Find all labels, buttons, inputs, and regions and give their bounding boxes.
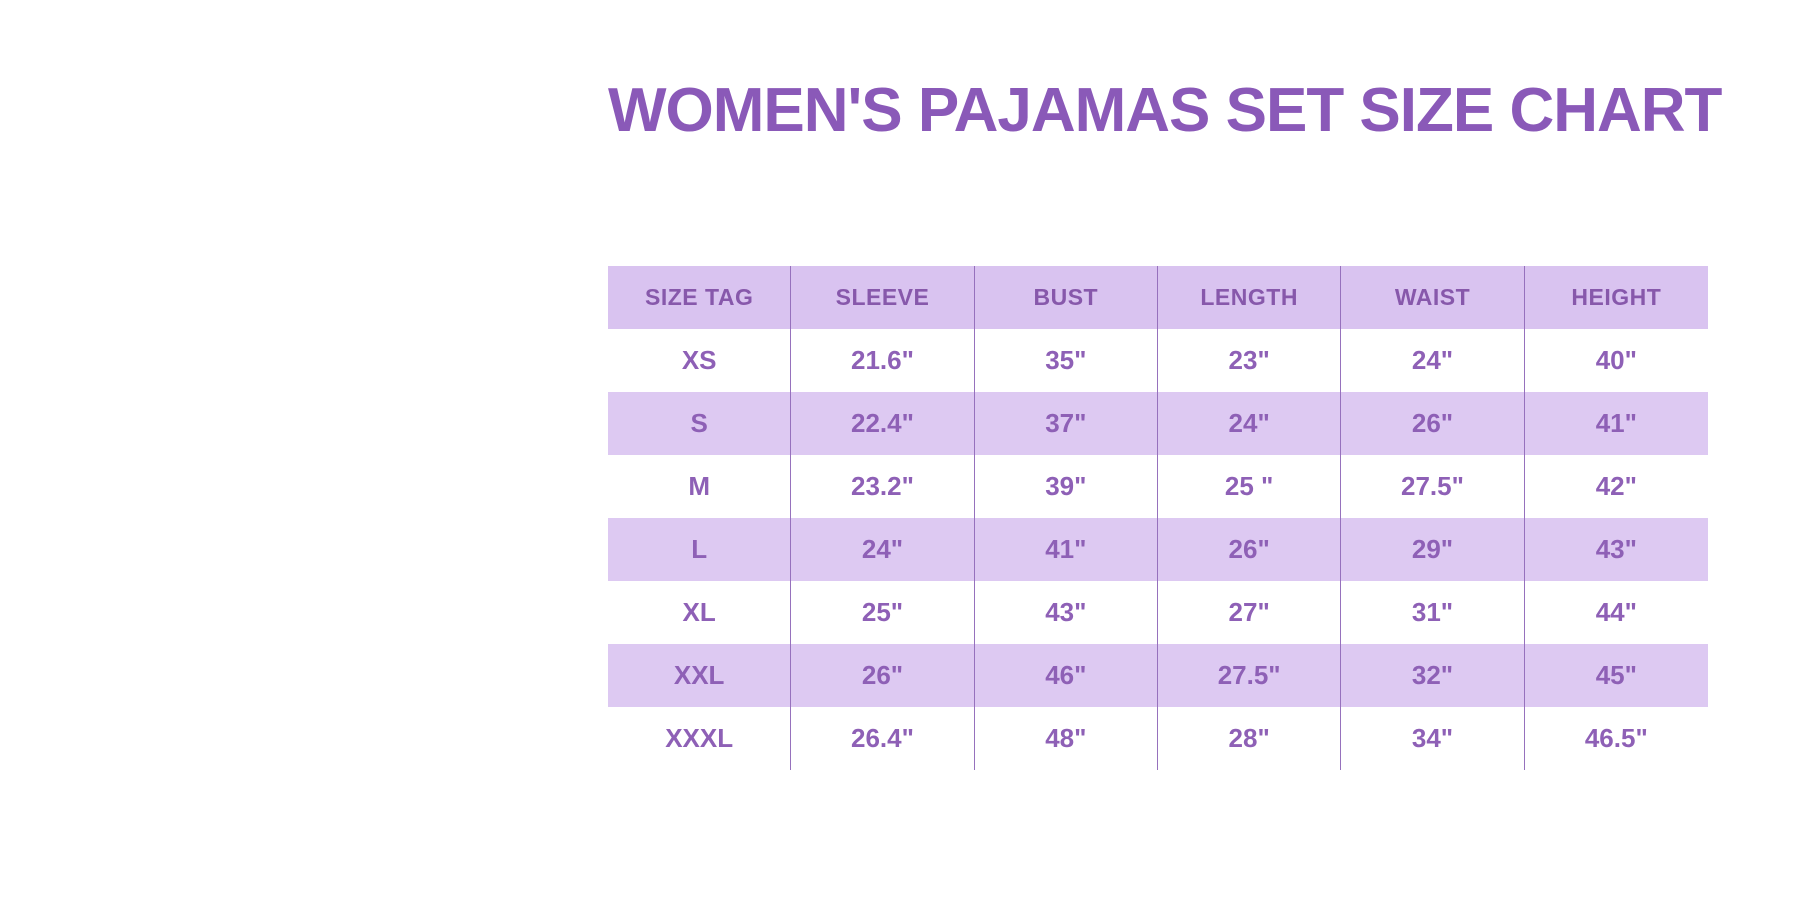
cell-sleeve: 26" [791,644,975,707]
cell-length: 27.5" [1158,644,1342,707]
cell-size-tag: M [608,455,792,518]
cell-waist: 24" [1341,329,1525,392]
cell-height: 41" [1595,408,1637,438]
cell-waist: 34" [1341,707,1525,770]
cell-bust: 37" [975,392,1158,455]
cell-size-tag: XXL [608,644,792,707]
column-header-waist: WAIST [1341,266,1525,329]
cell-waist: 26" [1341,392,1525,455]
table-row-m: M 23.2" 39" 25 " 27.5" 42" [608,455,1708,518]
cell-sleeve: 23.2" [791,455,975,518]
size-chart-table: SIZE TAG SLEEVE BUST LENGTH WAIST HEIGHT… [608,266,1708,770]
cell-bust: 35" [975,329,1158,392]
cell-size-tag: XL [608,581,792,644]
table-row-xs: XS 21.6" 35" 23" 24" 40" [608,329,1708,392]
column-header-height: HEIGHT [1571,284,1662,310]
cell-sleeve: 21.6" [791,329,975,392]
cell-waist: 29" [1341,518,1525,581]
cell-length: 26" [1158,518,1342,581]
cell-height: 42" [1595,471,1637,501]
cell-height: 44" [1595,597,1637,627]
cell-bust: 41" [975,518,1158,581]
cell-length: 27" [1158,581,1342,644]
cell-size-tag: L [608,518,792,581]
cell-sleeve: 25" [791,581,975,644]
cell-height: 40" [1595,345,1637,375]
cell-bust: 48" [975,707,1158,770]
cell-length: 23" [1158,329,1342,392]
cell-height: 43" [1595,534,1637,564]
column-header-size-tag: SIZE TAG [608,266,792,329]
cell-length: 25 " [1158,455,1342,518]
cell-waist: 32" [1341,644,1525,707]
cell-sleeve: 26.4" [791,707,975,770]
cell-size-tag: S [608,392,792,455]
table-row-xxxl: XXXL 26.4" 48" 28" 34" 46.5" [608,707,1708,770]
cell-sleeve: 22.4" [791,392,975,455]
cell-bust: 46" [975,644,1158,707]
table-row-xxl: XXL 26" 46" 27.5" 32" 45" [608,644,1708,707]
cell-length: 28" [1158,707,1342,770]
cell-sleeve: 24" [791,518,975,581]
column-header-bust: BUST [975,266,1158,329]
cell-waist: 27.5" [1341,455,1525,518]
table-row-l: L 24" 41" 26" 29" 43" [608,518,1708,581]
cell-size-tag: XXXL [608,707,792,770]
table-row-xl: XL 25" 43" 27" 31" 44" [608,581,1708,644]
cell-height: 46.5" [1584,723,1648,753]
cell-bust: 43" [975,581,1158,644]
cell-bust: 39" [975,455,1158,518]
cell-size-tag: XS [608,329,792,392]
cell-height: 45" [1595,660,1637,690]
cell-waist: 31" [1341,581,1525,644]
column-header-length: LENGTH [1158,266,1342,329]
column-header-sleeve: SLEEVE [791,266,975,329]
table-row-s: S 22.4" 37" 24" 26" 41" [608,392,1708,455]
table-header-row: SIZE TAG SLEEVE BUST LENGTH WAIST HEIGHT [608,266,1708,329]
page-title: WOMEN'S PAJAMAS SET SIZE CHART [608,76,1722,145]
cell-length: 24" [1158,392,1342,455]
